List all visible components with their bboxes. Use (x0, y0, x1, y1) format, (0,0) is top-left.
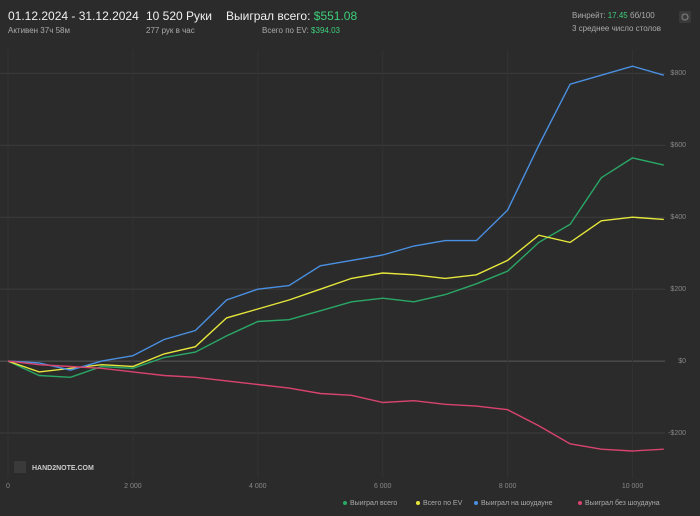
tables: 3 среднее число столов (572, 24, 661, 33)
y-tick-label: $200 (670, 286, 686, 293)
x-tick-label: 4 000 (249, 483, 267, 490)
legend-marker (343, 501, 347, 505)
settings-icon[interactable] (678, 10, 692, 24)
ev-value: $394.03 (311, 26, 340, 35)
series-line (7, 65, 664, 371)
hands-per-hour: 277 рук в час (146, 26, 195, 35)
y-tick-label: $600 (670, 142, 686, 149)
y-tick-label: -$200 (668, 430, 686, 437)
ev-label: Всего по EV: (262, 26, 309, 35)
hands: 10 520 Руки (146, 9, 212, 23)
x-tick-label: 6 000 (374, 483, 392, 490)
y-tick-label: $0 (678, 358, 686, 365)
y-tick-label: $800 (670, 70, 686, 77)
legend-label: Выиграл без шоудауна (585, 499, 660, 507)
watermark-text: HAND2NOTE.COM (32, 465, 94, 472)
period: 01.12.2024 - 31.12.2024 (8, 9, 139, 23)
winrate-label: Винрейт: (572, 11, 606, 20)
series-line (7, 360, 664, 452)
winrate: Винрейт: 17.45 бб/100 (572, 11, 655, 20)
legend-label: Всего по EV (423, 500, 463, 507)
winrate-value: 17.45 (607, 11, 628, 20)
x-tick-label: 0 (6, 483, 10, 490)
won-total: Выиграл всего: $551.08 (226, 9, 357, 23)
active-time: Активен 37ч 58м (8, 26, 70, 35)
legend-marker (578, 501, 582, 505)
x-tick-label: 8 000 (499, 483, 517, 490)
ev-total: Всего по EV: $394.03 (262, 26, 340, 35)
y-tick-label: $400 (670, 214, 686, 221)
winrate-unit: бб/100 (629, 11, 655, 20)
x-tick-label: 10 000 (622, 483, 644, 490)
watermark: HAND2NOTE.COM (14, 461, 94, 473)
x-tick-label: 2 000 (124, 483, 142, 490)
legend-marker (416, 501, 420, 505)
legend-label: Выиграл всего (350, 500, 397, 507)
series-line (7, 216, 664, 373)
legend-label: Выиграл на шоудауне (481, 500, 553, 507)
series-line (7, 157, 664, 379)
legend-marker (474, 501, 478, 505)
won-value: $551.08 (313, 9, 358, 23)
won-label: Выиграл всего: (226, 9, 311, 23)
